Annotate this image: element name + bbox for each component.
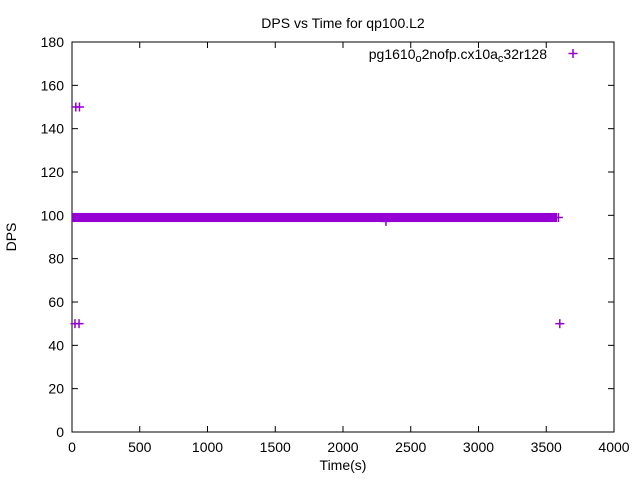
- data-series-layer: [70, 102, 565, 329]
- y-tick-label: 100: [41, 207, 65, 223]
- y-tick-label: 80: [48, 251, 64, 267]
- y-tick-label: 20: [48, 381, 64, 397]
- x-tick-label: 2000: [327, 439, 358, 455]
- plot-border: [71, 41, 615, 433]
- x-tick-label: 1500: [260, 439, 291, 455]
- chart-title: DPS vs Time for qp100.L2: [261, 15, 425, 31]
- legend-series-label: pg1610o2nofp.cx10ac32r128: [369, 46, 547, 65]
- x-tick-label: 500: [128, 439, 152, 455]
- legend-plus-marker: [568, 49, 578, 58]
- y-tick-label: 40: [48, 337, 64, 353]
- dps-dense-band: [72, 212, 558, 223]
- y-tick-label: 0: [56, 424, 64, 440]
- x-tick-label: 1000: [192, 439, 223, 455]
- y-tick-label: 160: [41, 77, 65, 93]
- x-tick-label: 0: [68, 439, 76, 455]
- y-tick-label: 180: [41, 34, 65, 50]
- y-tick-label: 120: [41, 164, 65, 180]
- y-axis-label: DPS: [3, 223, 19, 252]
- x-tick-label: 2500: [395, 439, 426, 455]
- x-tick-label: 3000: [463, 439, 494, 455]
- x-axis-label: Time(s): [320, 457, 367, 473]
- axis-tick-labels: 0 500 1000 1500 2000 2500 3000 3500 4000 0 20 40 60 8…: [41, 34, 630, 455]
- axis-ticks: [71, 41, 615, 433]
- y-tick-label: 140: [41, 121, 65, 137]
- y-tick-label: 60: [48, 294, 64, 310]
- x-tick-label: 4000: [598, 439, 629, 455]
- legend: pg1610o2nofp.cx10ac32r128: [369, 46, 578, 65]
- x-tick-label: 3500: [531, 439, 562, 455]
